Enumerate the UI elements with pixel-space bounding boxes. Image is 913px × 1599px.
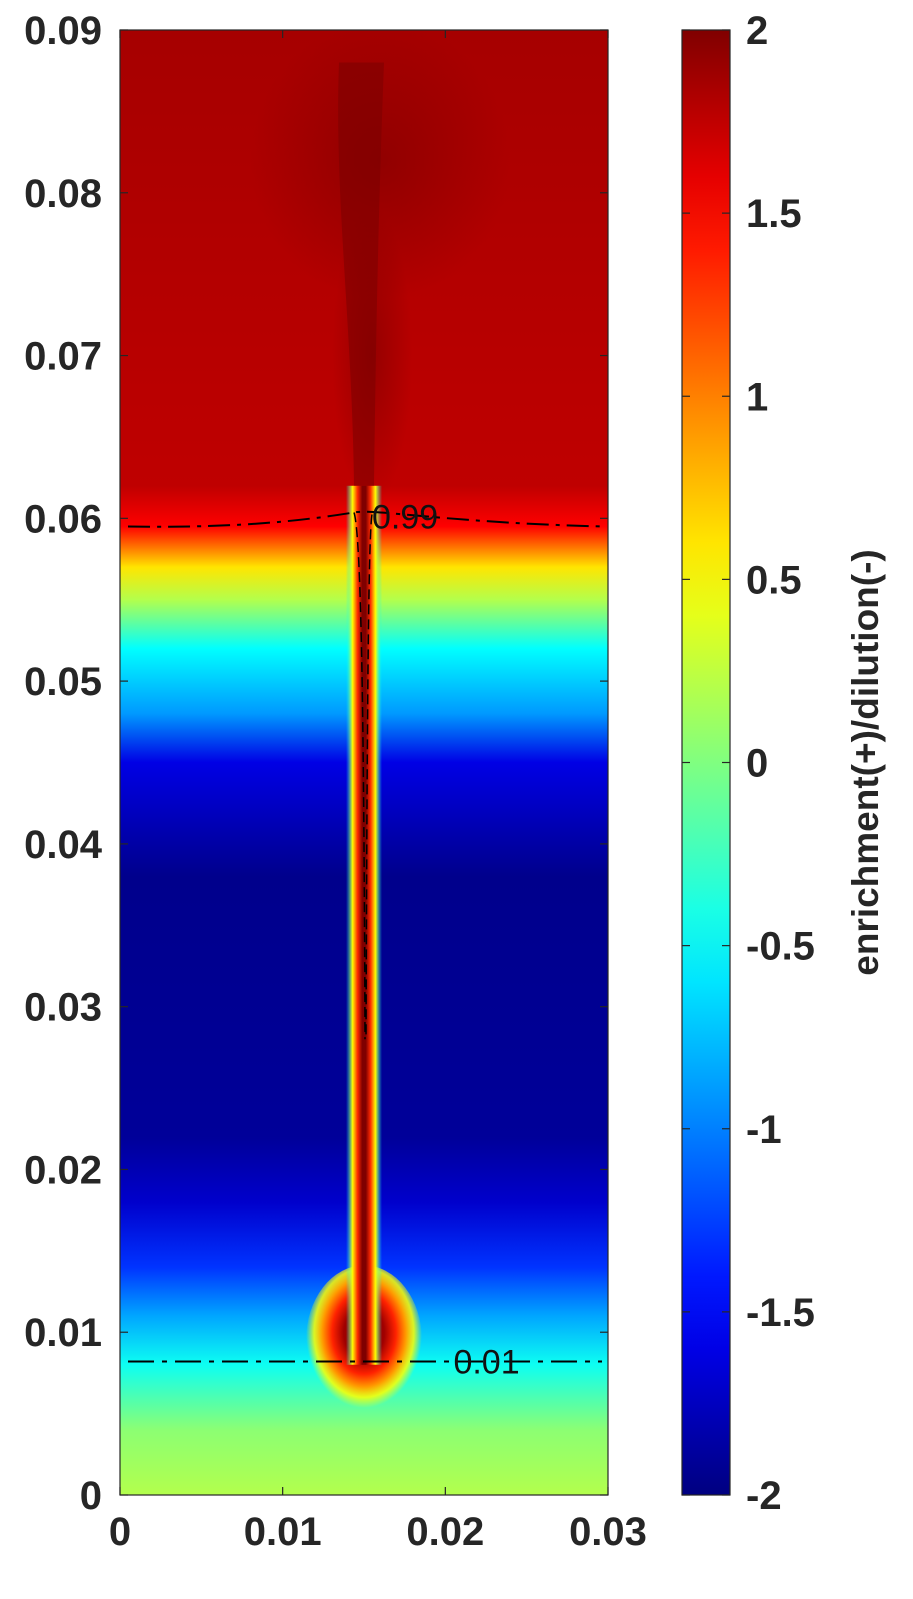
colorbar-tick-label: 2 [746,9,768,53]
y-tick-label: 0.05 [24,660,102,704]
x-tick-label: 0.01 [244,1510,322,1554]
y-tick-label: 0.02 [24,1148,102,1192]
plume-upper-wisp [338,62,384,486]
y-tick-label: 0 [80,1474,102,1518]
colorbar-ticks: -2 -1.5 -1 -0.5 0 0.5 1 1.5 2 [682,9,815,1518]
contour-label-0.01: 0.01 [453,1344,519,1382]
colorbar-tick-label: 0.5 [746,558,802,602]
x-tick-label: 0 [109,1510,131,1554]
contour-line-0.99 [127,510,603,528]
contour-label-0.99: 0.99 [372,498,438,536]
colorbar-tick-label: -0.5 [746,925,815,969]
colorbar-tick-label: 1 [746,375,768,419]
colorbar-tick-label: 0 [746,742,768,786]
y-tick-label: 0.06 [24,497,102,541]
colorbar-tick-label: -1 [746,1108,782,1152]
colorbar: -2 -1.5 -1 -0.5 0 0.5 1 1.5 2 enrichment(+)/dilu… [681,9,886,1518]
colorbar-label: enrichment(+)/dilution(-) [845,549,886,976]
y-axis: 0 0.01 0.02 0.03 0.04 0.05 0.06 0.07 0.08 0.09 [24,9,608,1518]
y-tick-label: 0.01 [24,1311,102,1355]
axes-frame [119,29,609,1496]
contour-line-0.99-stem [353,512,373,1040]
y-tick-label: 0.07 [24,335,102,379]
y-tick-label: 0.08 [24,172,102,216]
x-tick-label: 0.03 [569,1510,647,1554]
y-tick-label: 0.09 [24,9,102,53]
y-tick-label: 0.04 [24,823,103,867]
y-tick-label: 0.03 [24,986,102,1030]
plot-area: 0.99 0.01 [120,30,608,1495]
x-tick-label: 0.02 [406,1510,484,1554]
colorbar-tick-label: -2 [746,1474,782,1518]
colorbar-tick-label: -1.5 [746,1291,815,1335]
x-axis: 0 0.01 0.02 0.03 [109,30,647,1554]
colorbar-tick-label: 1.5 [746,192,802,236]
